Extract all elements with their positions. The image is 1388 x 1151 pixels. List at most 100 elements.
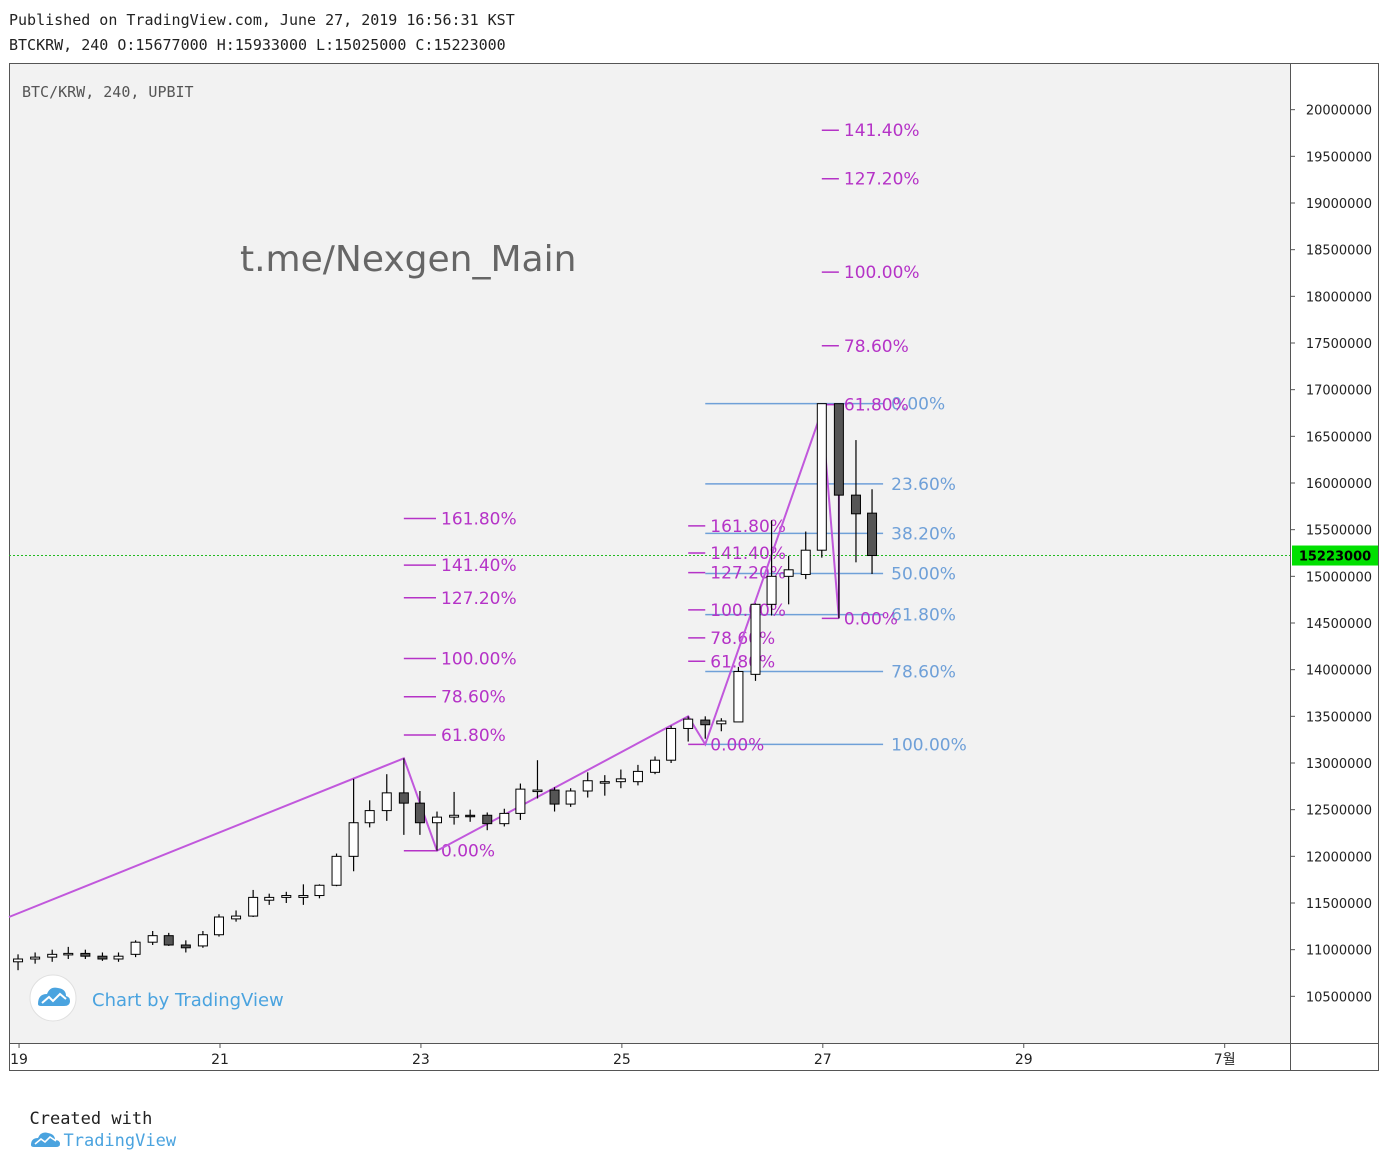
price-tick-label: 16000000 <box>1306 477 1372 492</box>
candle[interactable] <box>13 954 24 971</box>
candle[interactable] <box>532 760 543 799</box>
candle-body <box>348 822 359 857</box>
candle[interactable] <box>783 555 794 605</box>
candle[interactable] <box>482 812 493 831</box>
candle-body <box>197 934 208 947</box>
candle[interactable] <box>465 809 476 822</box>
footer: Created with TradingView <box>9 1089 176 1151</box>
candle[interactable] <box>197 931 208 948</box>
tradingview-link[interactable]: TradingView <box>63 1131 177 1151</box>
candle[interactable] <box>147 931 158 945</box>
candle-body <box>97 955 108 960</box>
fib-extension-label: 141.40% <box>844 121 920 141</box>
price-tick-label: 16500000 <box>1306 430 1372 445</box>
candle[interactable] <box>850 440 861 563</box>
candle[interactable] <box>80 949 91 959</box>
time-tick-label: 25 <box>613 1052 631 1068</box>
price-ticks: 10500000 11000000 11500000 12000000 12500000… <box>1290 104 1372 1005</box>
candle-body <box>147 935 158 943</box>
candle[interactable] <box>683 716 694 742</box>
candles[interactable] <box>13 403 878 971</box>
candle[interactable] <box>281 891 292 903</box>
candle[interactable] <box>565 788 576 807</box>
candle[interactable] <box>750 603 761 681</box>
candle-body <box>163 935 174 946</box>
candle-body <box>180 944 191 949</box>
candle[interactable] <box>549 787 560 812</box>
ohlc-line: BTCKRW, 240 O:15677000 H:15933000 L:1502… <box>9 36 506 54</box>
candle[interactable] <box>331 853 342 887</box>
candle-body <box>47 953 58 958</box>
candle-body <box>716 720 727 725</box>
candle[interactable] <box>213 914 224 937</box>
candle[interactable] <box>30 952 41 964</box>
price-chart[interactable]: BTC/KRW, 240, UPBIT t.me/Nexgen_Main 0.0… <box>0 0 1388 1085</box>
candle[interactable] <box>650 756 661 775</box>
candle-body <box>465 814 476 818</box>
time-tick-label: 7월 <box>1214 1052 1236 1068</box>
candle[interactable] <box>348 778 359 872</box>
candle[interactable] <box>97 952 108 961</box>
candle[interactable] <box>833 403 844 619</box>
tradingview-badge[interactable]: Chart by TradingView <box>29 974 284 1022</box>
candle[interactable] <box>432 811 443 851</box>
candle-body <box>231 915 242 920</box>
candle[interactable] <box>666 725 677 763</box>
candle[interactable] <box>231 910 242 922</box>
fib-retracement-label: 38.20% <box>891 524 956 544</box>
candle[interactable] <box>298 884 309 905</box>
plot-area[interactable] <box>9 63 1290 1043</box>
time-tick-label: 27 <box>814 1052 832 1068</box>
candle[interactable] <box>63 946 74 959</box>
candle[interactable] <box>632 764 643 786</box>
candle[interactable] <box>449 791 460 825</box>
candle-body <box>565 790 576 805</box>
fib-retracement-label: 23.60% <box>891 475 956 495</box>
candle-body <box>700 719 711 726</box>
candle[interactable] <box>615 769 626 789</box>
candle[interactable] <box>314 884 325 899</box>
candle[interactable] <box>800 531 811 580</box>
candle[interactable] <box>248 889 259 917</box>
candle[interactable] <box>113 952 124 962</box>
candle-body <box>213 916 224 936</box>
zigzag-line[interactable] <box>8 403 840 918</box>
candle[interactable] <box>130 940 141 958</box>
candle[interactable] <box>499 808 510 827</box>
candle[interactable] <box>381 774 392 821</box>
price-tick-label: 19000000 <box>1306 197 1372 212</box>
tradingview-cloud-icon <box>38 987 70 1006</box>
candle-body <box>549 789 560 805</box>
fib-extension-label: 100.00% <box>441 649 517 669</box>
fib-retracement[interactable]: 0.00% 23.60% 38.20% 50.00% 61.80% 78.60% 100.0… <box>705 395 967 756</box>
price-tick-label: 12500000 <box>1306 804 1372 819</box>
candle[interactable] <box>398 758 409 835</box>
candle[interactable] <box>515 783 526 820</box>
candle[interactable] <box>163 932 174 946</box>
price-tick-label: 13000000 <box>1306 757 1372 772</box>
candle-body <box>432 816 443 824</box>
candle[interactable] <box>582 772 593 798</box>
candle[interactable] <box>414 791 425 835</box>
fib-extension-label: 127.20% <box>441 589 517 609</box>
candle[interactable] <box>47 949 58 962</box>
candle[interactable] <box>816 403 827 558</box>
candle-body <box>615 778 626 783</box>
candle-body <box>750 603 761 675</box>
candle-body <box>650 759 661 773</box>
candle[interactable] <box>700 716 711 739</box>
tradingview-logo-icon <box>31 1132 61 1147</box>
candle[interactable] <box>599 775 610 796</box>
candle[interactable] <box>264 893 275 905</box>
candle[interactable] <box>766 520 777 616</box>
candle[interactable] <box>716 718 727 732</box>
candle-body <box>113 955 124 960</box>
candle[interactable] <box>867 489 878 574</box>
candle[interactable] <box>180 940 191 953</box>
time-axis[interactable] <box>9 1043 1379 1071</box>
candle[interactable] <box>364 800 375 828</box>
candle[interactable] <box>733 666 744 723</box>
candle-body <box>532 789 543 793</box>
fib-retracement-label: 78.60% <box>891 663 956 683</box>
fib-extension-label: 161.80% <box>710 517 786 537</box>
